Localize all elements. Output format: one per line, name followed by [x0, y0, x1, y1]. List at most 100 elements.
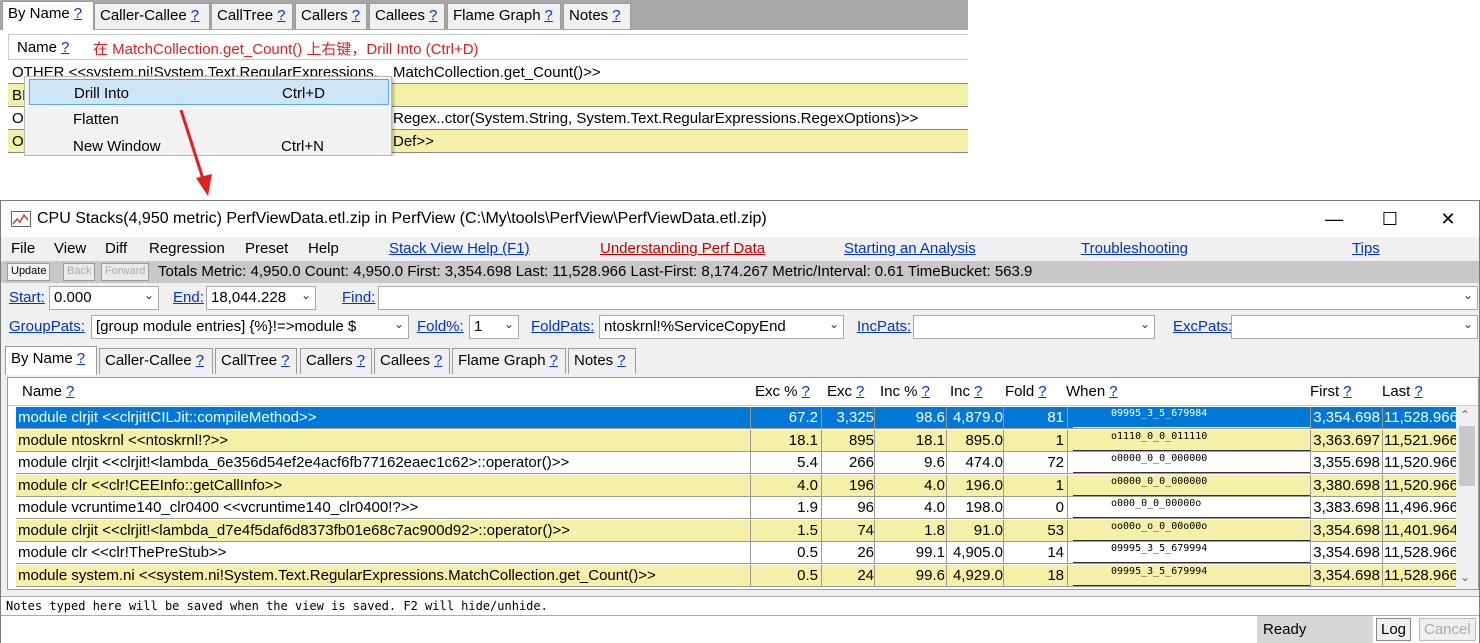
help-link[interactable]: ? [73, 5, 83, 22]
menu-diff[interactable]: Diff [105, 240, 128, 257]
menu-item-new-window[interactable]: New Window Ctrl+N [29, 133, 389, 156]
table-row[interactable]: module system.ni <<system.ni!System.Text… [16, 564, 1458, 587]
foldpats-label[interactable]: FoldPats: [531, 318, 595, 335]
scroll-up-icon[interactable]: ⌃ [1460, 408, 1471, 422]
link-troubleshooting[interactable]: Troubleshooting [1081, 240, 1189, 257]
help-link[interactable]: ? [356, 352, 366, 369]
start-label[interactable]: Start: [9, 289, 45, 306]
foldpct-label[interactable]: Fold%: [417, 318, 464, 335]
grouppats-combo[interactable]: [group module entries] {%}!=>module $ ⌄ [91, 315, 409, 339]
scroll-down-icon[interactable]: ⌄ [1460, 570, 1471, 584]
help-link[interactable]: ? [190, 7, 200, 24]
menu-help[interactable]: Help [308, 240, 339, 257]
link-stack-view-help[interactable]: Stack View Help (F1) [389, 240, 530, 257]
menu-preset[interactable]: Preset [245, 240, 289, 257]
snippet-tab-callees[interactable]: Callees? [369, 3, 445, 29]
tab-flame-graph[interactable]: Flame Graph? [452, 348, 566, 374]
table-row[interactable]: module clr <<clr!ThePreStub>> 0.5 26 99.1 4,… [16, 542, 1458, 564]
table-row[interactable]: module vcruntime140_clr0400 <<vcruntime1… [16, 497, 1458, 519]
back-button[interactable]: Back [63, 263, 96, 281]
tab-caller-callee[interactable]: Caller-Callee? [99, 348, 213, 374]
help-link[interactable]: ? [195, 352, 205, 369]
log-button[interactable]: Log [1376, 618, 1412, 641]
link-understanding-perf-data[interactable]: Understanding Perf Data [600, 240, 766, 257]
table-row[interactable]: module clrjit <<clrjit!CILJit::compileMe… [16, 407, 1458, 429]
chevron-down-icon[interactable]: ⌄ [1139, 317, 1150, 331]
chevron-down-icon[interactable]: ⌄ [300, 288, 311, 302]
table-row[interactable]: module ntoskrnl <<ntoskrnl!?>> 18.1 895 18.… [16, 429, 1458, 452]
help-link[interactable]: ? [1414, 383, 1423, 400]
help-link[interactable]: ? [1109, 383, 1118, 400]
link-tips[interactable]: Tips [1352, 240, 1380, 257]
help-link[interactable]: ? [61, 39, 70, 56]
help-link[interactable]: ? [66, 383, 75, 400]
menu-file[interactable]: File [11, 240, 36, 257]
help-link[interactable]: ? [617, 352, 626, 369]
forward-button[interactable]: Forward [101, 263, 150, 281]
incpats-combo[interactable]: ⌄ [913, 315, 1155, 339]
column-header-name[interactable]: Name? [17, 39, 69, 56]
table-row[interactable]: module clr <<clr!CEEInfo::getCallInfo>> 4… [16, 474, 1458, 497]
column-header-inc-pct[interactable]: Inc %? [880, 383, 930, 400]
incpats-label[interactable]: IncPats: [857, 318, 912, 335]
snippet-tab-caller-callee[interactable]: Caller-Callee? [94, 3, 210, 29]
help-link[interactable]: ? [549, 352, 558, 369]
help-link[interactable]: ? [277, 7, 286, 24]
maximize-button[interactable]: ☐ [1381, 209, 1399, 229]
tab-callers[interactable]: Callers? [300, 348, 372, 374]
snippet-tab-callers[interactable]: Callers? [295, 3, 367, 29]
menu-view[interactable]: View [54, 240, 87, 257]
table-row[interactable]: module clrjit <<clrjit!<lambda_d7e4f5daf… [16, 519, 1458, 542]
foldpct-combo[interactable]: 1 ⌄ [469, 315, 519, 339]
chevron-down-icon[interactable]: ⌄ [143, 288, 154, 302]
minimize-button[interactable]: — [1325, 209, 1343, 229]
help-link[interactable]: ? [434, 352, 443, 369]
chevron-down-icon[interactable]: ⌄ [503, 317, 514, 331]
help-link[interactable]: ? [429, 7, 438, 24]
title-bar[interactable]: CPU Stacks(4,950 metric) PerfViewData.et… [1, 201, 1479, 237]
snippet-tab-by-name[interactable]: By Name? [2, 1, 94, 30]
end-combo[interactable]: 18,044.228 ⌄ [206, 286, 316, 310]
help-link[interactable]: ? [974, 383, 983, 400]
end-label[interactable]: End: [173, 289, 204, 306]
column-header-last[interactable]: Last? [1382, 383, 1423, 400]
help-link[interactable]: ? [801, 383, 810, 400]
column-header-when[interactable]: When? [1066, 383, 1118, 400]
help-link[interactable]: ? [612, 7, 621, 24]
menu-regression[interactable]: Regression [149, 240, 225, 257]
tab-notes[interactable]: Notes? [568, 348, 636, 374]
column-header-exc[interactable]: Exc? [827, 383, 864, 400]
table-row[interactable]: module clrjit <<clrjit!<lambda_6e356d54e… [16, 452, 1458, 474]
column-header-first[interactable]: First? [1310, 383, 1352, 400]
column-header-inc[interactable]: Inc? [950, 383, 982, 400]
help-link[interactable]: ? [856, 383, 865, 400]
excpats-combo[interactable]: ⌄ [1231, 315, 1478, 339]
snippet-tab-calltree[interactable]: CallTree? [211, 3, 293, 29]
help-link[interactable]: ? [1038, 383, 1047, 400]
chevron-down-icon[interactable]: ⌄ [1462, 317, 1473, 331]
notes-textbox[interactable]: Notes typed here will be saved when the … [1, 596, 1479, 616]
column-header-name[interactable]: Name? [22, 383, 74, 400]
chevron-down-icon[interactable]: ⌄ [1462, 288, 1473, 302]
help-link[interactable]: ? [76, 350, 86, 367]
chevron-down-icon[interactable]: ⌄ [828, 317, 839, 331]
snippet-tab-notes[interactable]: Notes? [563, 3, 631, 29]
column-header-fold[interactable]: Fold? [1005, 383, 1047, 400]
foldpats-combo[interactable]: ntoskrnl!%ServiceCopyEnd ⌄ [599, 315, 844, 339]
update-button[interactable]: Update [7, 263, 51, 281]
help-link[interactable]: ? [544, 7, 553, 24]
close-button[interactable]: ✕ [1440, 209, 1456, 229]
find-label[interactable]: Find: [342, 289, 376, 306]
help-link[interactable]: ? [1343, 383, 1352, 400]
help-link[interactable]: ? [281, 352, 290, 369]
excpats-label[interactable]: ExcPats: [1173, 318, 1233, 335]
help-link[interactable]: ? [351, 7, 361, 24]
chevron-down-icon[interactable]: ⌄ [393, 317, 404, 331]
scroll-thumb[interactable] [1459, 426, 1475, 486]
tab-by-name[interactable]: By Name? [5, 346, 97, 375]
grouppats-label[interactable]: GroupPats: [9, 318, 85, 335]
menu-item-drill-into[interactable]: Drill Into Ctrl+D [29, 79, 389, 105]
column-header-exc-pct[interactable]: Exc %? [755, 383, 810, 400]
snippet-tab-flame-graph[interactable]: Flame Graph? [447, 3, 561, 29]
tab-calltree[interactable]: CallTree? [215, 348, 297, 374]
